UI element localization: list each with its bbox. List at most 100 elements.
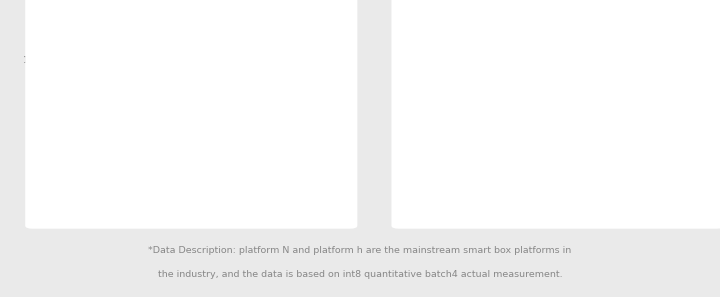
Bar <box>459 174 473 175</box>
Bar <box>656 191 670 192</box>
Bar <box>459 157 473 158</box>
Bar <box>163 200 177 201</box>
Bar <box>445 193 459 195</box>
Bar <box>304 201 318 202</box>
Bar <box>529 145 544 146</box>
Bar <box>585 199 600 200</box>
Bar <box>529 183 544 184</box>
Bar <box>656 176 670 178</box>
Bar <box>585 122 600 124</box>
Bar <box>78 154 93 155</box>
Bar <box>290 202 304 203</box>
Bar <box>445 169 459 170</box>
Bar <box>600 150 614 152</box>
Bar <box>290 184 304 185</box>
Bar <box>516 142 529 143</box>
Bar <box>585 119 600 121</box>
Bar <box>459 176 473 178</box>
Bar <box>78 197 93 198</box>
Bar <box>600 148 614 150</box>
Bar <box>233 185 248 186</box>
Bar <box>78 173 93 175</box>
Bar <box>656 151 670 153</box>
Bar <box>529 148 544 149</box>
Bar <box>78 147 93 148</box>
Bar <box>78 132 93 133</box>
Bar <box>656 142 670 143</box>
Bar <box>445 195 459 196</box>
Bar <box>516 167 529 169</box>
Bar <box>529 113 544 115</box>
Bar <box>459 187 473 189</box>
Bar <box>516 146 529 148</box>
Bar <box>163 151 177 152</box>
Bar <box>445 185 459 186</box>
Bar <box>78 187 93 189</box>
Bar <box>585 182 600 184</box>
Bar <box>78 202 93 204</box>
Bar <box>585 194 600 196</box>
Bar <box>670 98 684 101</box>
Bar <box>529 200 544 202</box>
Bar <box>670 107 684 110</box>
Bar <box>600 206 614 208</box>
Bar <box>516 206 529 208</box>
Bar <box>600 136 614 138</box>
Bar <box>304 191 318 192</box>
Bar <box>529 172 544 173</box>
Bar <box>670 188 684 190</box>
Bar <box>304 203 318 204</box>
Bar <box>445 148 459 150</box>
Bar <box>670 141 684 143</box>
Bar <box>670 177 684 179</box>
Bar <box>163 203 177 204</box>
Bar <box>233 207 248 208</box>
Bar <box>93 177 107 179</box>
Bar <box>93 195 107 198</box>
Bar <box>529 153 544 154</box>
Bar <box>93 137 107 139</box>
Bar <box>233 191 248 192</box>
Bar <box>149 202 163 203</box>
Bar <box>670 119 684 121</box>
Bar <box>670 110 684 112</box>
Bar <box>529 143 544 145</box>
Bar <box>220 193 233 194</box>
Bar <box>585 172 600 173</box>
Bar <box>656 124 670 126</box>
Bar <box>445 142 459 143</box>
Text: 0.62: 0.62 <box>585 107 601 116</box>
Text: 0.06: 0.06 <box>570 188 588 197</box>
Bar <box>220 189 233 190</box>
Bar <box>149 185 163 186</box>
Bar <box>656 200 670 202</box>
Bar <box>600 112 614 114</box>
Bar <box>656 119 670 121</box>
Bar <box>163 173 177 174</box>
Bar <box>585 206 600 208</box>
Bar <box>600 124 614 126</box>
Bar <box>600 100 614 102</box>
Bar <box>93 116 107 118</box>
Bar <box>149 207 163 208</box>
Bar <box>529 123 544 124</box>
Bar <box>656 203 670 205</box>
Bar <box>304 180 318 181</box>
Bar <box>233 201 248 202</box>
Bar <box>585 146 600 148</box>
Bar <box>670 92 684 94</box>
Text: 299: 299 <box>149 160 163 169</box>
Bar <box>220 203 233 204</box>
Bar <box>529 119 544 121</box>
Bar <box>78 158 93 159</box>
Bar <box>670 159 684 161</box>
Bar <box>600 114 614 116</box>
Bar <box>670 154 684 157</box>
Bar <box>163 177 177 178</box>
Bar <box>670 103 684 105</box>
Bar <box>459 175 473 176</box>
Bar <box>670 114 684 116</box>
Bar <box>220 199 233 200</box>
Bar <box>304 184 318 185</box>
Text: 0.65: 0.65 <box>654 102 672 111</box>
